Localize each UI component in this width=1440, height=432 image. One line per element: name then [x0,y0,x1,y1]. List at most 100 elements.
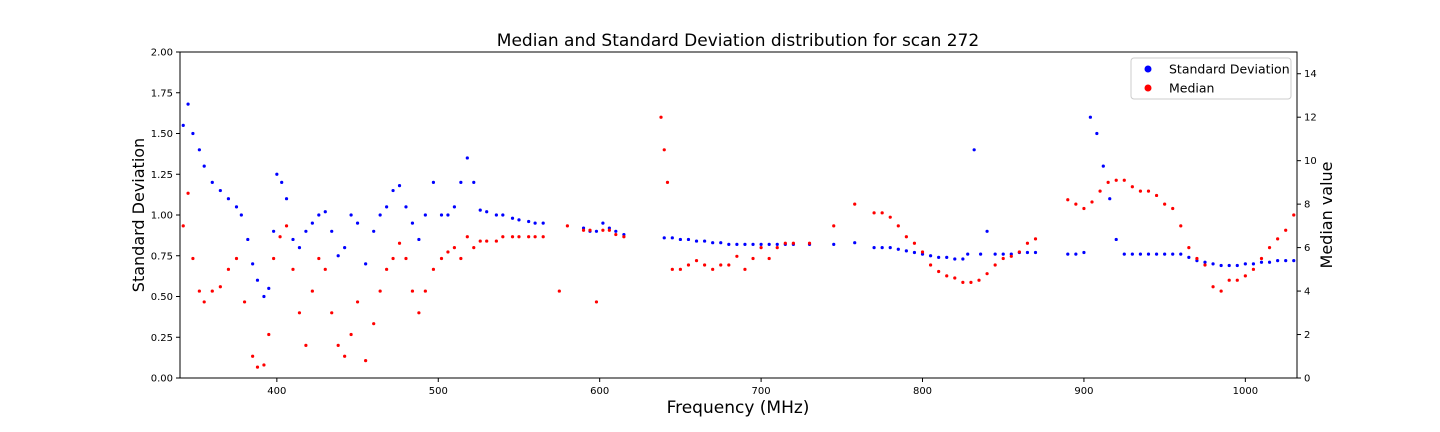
median-point [1146,189,1151,193]
std-deviation-point [323,210,327,214]
median-point [1284,228,1288,232]
std-deviation-point [267,286,271,290]
std-deviation-point [527,219,531,224]
y-left-tick-label: 1.75 [151,88,173,99]
std-deviation-point [364,262,368,266]
std-deviation-point [1171,252,1175,256]
std-deviation-point [961,257,965,261]
median-point [1219,289,1223,293]
std-deviation-point [727,242,731,246]
std-deviation-point [1292,259,1296,263]
legend: Standard Deviation Median [1130,57,1292,100]
median-point [945,274,949,278]
median-point [832,224,836,228]
std-deviation-point [541,221,545,225]
y-right-tick-label: 10 [1304,156,1317,167]
std-deviation-point [251,262,255,266]
std-deviation-point [423,213,427,217]
median-point [336,343,340,347]
y-left-tick-label: 1.25 [151,170,173,181]
std-deviation-point [255,278,260,282]
std-deviation-point [1130,252,1134,256]
std-deviation-point [272,229,276,233]
median-point [202,300,206,304]
median-point [1090,200,1094,204]
std-deviation-point [1082,250,1086,255]
std-deviation-point [662,236,666,240]
median-point [1179,224,1183,228]
median-point [751,256,755,261]
std-deviation-point [410,221,415,225]
std-deviation-point [191,131,195,136]
median-point [355,300,360,304]
median-point [614,232,618,237]
std-deviation-point [880,246,884,250]
y-right-tick-label: 8 [1304,200,1310,211]
median-point [581,228,586,232]
std-deviation-point [1154,252,1159,256]
median-point [494,239,498,243]
std-deviation-point [501,213,505,217]
std-deviation-point [972,148,976,152]
std-deviation-point [186,102,190,106]
median-point [686,263,691,267]
median-point [791,241,795,245]
std-deviation-point [686,237,691,242]
median-point [210,289,214,293]
std-deviation-point [372,229,376,233]
median-point [928,263,933,267]
plot-area [179,51,1298,379]
std-deviation-point [465,156,469,160]
std-deviation-point [297,246,302,250]
median-point [533,235,537,239]
y-axis-right: 0 2 4 6 8 10 12 14 [1297,69,1317,385]
median-point [888,215,892,219]
legend-marker-median [1144,84,1152,92]
median-point [1203,263,1207,267]
median-point [262,363,266,367]
median-point [197,289,201,293]
std-deviation-point [210,180,214,184]
median-point [1276,237,1280,241]
median-point [255,365,260,369]
std-deviation-point [1187,255,1191,259]
median-point [1082,206,1086,211]
median-point [659,115,663,119]
median-point [517,235,521,239]
std-deviation-point [872,246,876,250]
std-deviation-point [735,242,739,246]
std-deviation-point [330,229,334,233]
median-point [872,211,876,215]
std-deviation-point [385,205,389,209]
std-deviation-point [832,242,836,246]
std-deviation-point [378,213,382,217]
std-deviation-point [472,180,476,184]
median-point [267,332,271,337]
std-deviation-point [1163,252,1167,256]
median-point [234,256,239,261]
std-deviation-point [1243,262,1247,266]
median-point [330,311,334,315]
median-point [1001,256,1005,261]
std-deviation-point [896,247,900,251]
y-left-tick-label: 0.00 [151,374,173,385]
median-point [1033,237,1038,241]
std-deviation-point [1146,252,1151,256]
median-point [607,228,611,232]
std-deviation-point [1284,259,1288,263]
median-point [272,256,276,261]
median-point [304,343,308,347]
std-deviation-point [1001,252,1005,256]
std-deviation-point [1074,252,1078,256]
median-point [993,263,997,267]
y-left-tick-label: 2.00 [151,48,173,59]
std-deviation-point [719,241,723,245]
std-deviation-point [1235,263,1239,268]
std-deviation-point [459,180,463,184]
median-point [297,311,302,315]
std-deviation-point [1108,197,1112,201]
std-deviation-point [478,208,482,212]
median-point [694,259,699,263]
std-deviation-point [280,180,284,184]
legend-marker-standard-deviation [1144,65,1152,73]
